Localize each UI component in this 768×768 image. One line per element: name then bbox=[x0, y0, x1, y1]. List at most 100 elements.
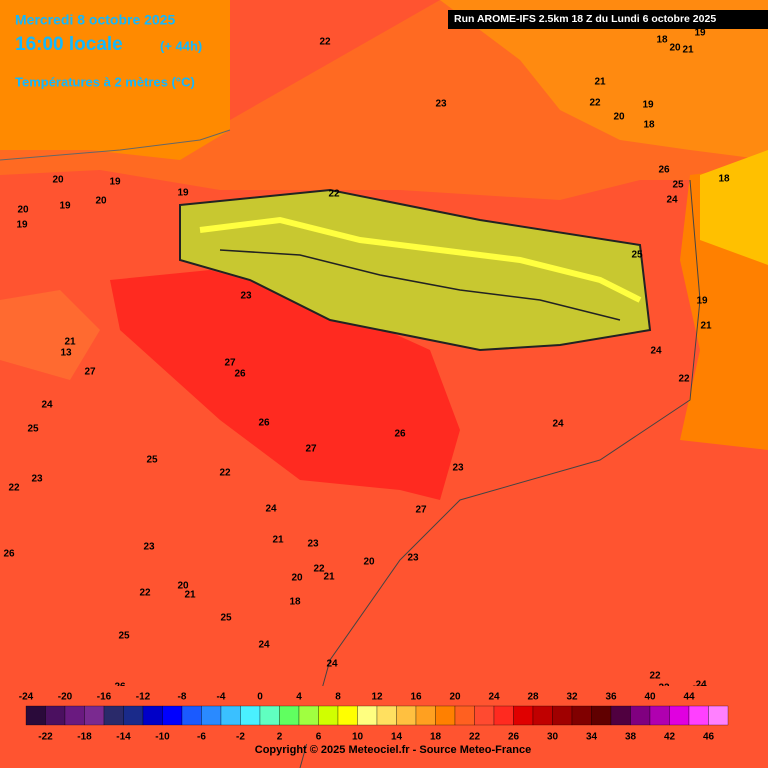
legend-label: -14 bbox=[116, 732, 131, 743]
legend-label: -10 bbox=[155, 732, 170, 743]
legend-label: -8 bbox=[178, 692, 187, 703]
legend-swatch bbox=[649, 705, 670, 726]
contour bbox=[219, 249, 621, 321]
legend-swatch bbox=[688, 705, 709, 726]
legend-label: 8 bbox=[335, 692, 341, 703]
contour-label: 21 bbox=[594, 77, 606, 88]
legend-swatch bbox=[45, 705, 66, 726]
region bbox=[700, 150, 768, 265]
legend-label: 0 bbox=[257, 692, 263, 703]
forecast-lead: (+ 44h) bbox=[160, 38, 202, 53]
legend-label: 6 bbox=[316, 732, 322, 743]
contour-label: 18 bbox=[643, 120, 655, 131]
contour-label: 23 bbox=[435, 99, 447, 110]
contour-label: 19 bbox=[696, 296, 708, 307]
contour-label: 18 bbox=[289, 597, 301, 608]
legend-label: -24 bbox=[19, 692, 34, 703]
legend-label: 20 bbox=[449, 692, 461, 703]
legend-swatch bbox=[571, 705, 592, 726]
contour-label: 23 bbox=[143, 542, 155, 553]
legend-label: 14 bbox=[391, 732, 403, 743]
contour-label: 25 bbox=[220, 613, 232, 624]
contour-label: 22 bbox=[8, 483, 20, 494]
legend-swatch bbox=[591, 705, 612, 726]
legend-swatch bbox=[318, 705, 339, 726]
contour-label: 25 bbox=[27, 424, 39, 435]
contour-label: 26 bbox=[258, 418, 270, 429]
legend-label: 44 bbox=[683, 692, 695, 703]
legend-label: 40 bbox=[644, 692, 656, 703]
legend-label: 24 bbox=[488, 692, 500, 703]
contour-label: 22 bbox=[313, 564, 325, 575]
legend-swatch bbox=[669, 705, 690, 726]
legend-swatch bbox=[279, 705, 300, 726]
legend-swatch bbox=[162, 705, 183, 726]
contour-label: 19 bbox=[177, 188, 189, 199]
contour-label: 24 bbox=[666, 195, 678, 206]
contour-label: 23 bbox=[407, 553, 419, 564]
contour-label: 26 bbox=[234, 369, 246, 380]
mountain-ridge bbox=[199, 216, 642, 303]
contour-label: 24 bbox=[265, 504, 277, 515]
contour-label: 22 bbox=[589, 98, 601, 109]
legend-swatch bbox=[376, 705, 397, 726]
contour-label: 21 bbox=[700, 321, 712, 332]
contour-label: 18 bbox=[718, 174, 730, 185]
contour-label: 20 bbox=[52, 175, 64, 186]
legend-label: 22 bbox=[469, 732, 481, 743]
legend-swatch bbox=[123, 705, 144, 726]
legend-swatch bbox=[513, 705, 534, 726]
contour-label: 20 bbox=[669, 43, 681, 54]
contour-label: 24 bbox=[552, 419, 564, 430]
contour-label: 20 bbox=[613, 112, 625, 123]
contour-label: 22 bbox=[328, 189, 340, 200]
legend-label: -4 bbox=[217, 692, 226, 703]
contour-label: 25 bbox=[672, 180, 684, 191]
legend-swatch bbox=[220, 705, 241, 726]
legend-label: 4 bbox=[296, 692, 302, 703]
coastline bbox=[299, 179, 701, 768]
contour-label: 21 bbox=[682, 45, 694, 56]
legend-swatch bbox=[84, 705, 105, 726]
contour-label: 24 bbox=[258, 640, 270, 651]
legend-label: 34 bbox=[586, 732, 598, 743]
copyright: Copyright © 2025 Meteociel.fr - Source M… bbox=[255, 744, 531, 756]
contour-label: 27 bbox=[415, 505, 427, 516]
legend-swatch bbox=[298, 705, 319, 726]
contour-label: 21 bbox=[184, 590, 196, 601]
contour-label: 20 bbox=[95, 196, 107, 207]
mountains bbox=[179, 188, 652, 352]
region bbox=[440, 0, 768, 160]
contour-label: 23 bbox=[240, 291, 252, 302]
contour-label: 21 bbox=[323, 572, 335, 583]
legend-swatch bbox=[610, 705, 631, 726]
contour-label: 23 bbox=[31, 474, 43, 485]
contour-label: 22 bbox=[139, 588, 151, 599]
legend-swatch bbox=[708, 705, 729, 726]
contour-label: 19 bbox=[16, 220, 28, 231]
contour-label: 24 bbox=[41, 400, 53, 411]
legend-swatch bbox=[25, 705, 46, 726]
contour-label: 26 bbox=[394, 429, 406, 440]
legend-label: 2 bbox=[277, 732, 283, 743]
forecast-date: Mercredi 8 octobre 2025 bbox=[15, 12, 176, 28]
legend-swatch bbox=[493, 705, 514, 726]
legend-swatch bbox=[337, 705, 358, 726]
legend-label: 26 bbox=[508, 732, 520, 743]
contour-label: 24 bbox=[695, 680, 707, 691]
legend-label: -16 bbox=[97, 692, 112, 703]
contour-label: 21 bbox=[64, 337, 76, 348]
legend-swatch bbox=[435, 705, 456, 726]
contour-label: 21 bbox=[272, 535, 284, 546]
contour-label: 22 bbox=[219, 468, 231, 479]
legend-label: -18 bbox=[77, 732, 92, 743]
region bbox=[0, 290, 100, 380]
contour-label: 22 bbox=[678, 374, 690, 385]
contour-label: 13 bbox=[60, 348, 72, 359]
legend-label: 32 bbox=[566, 692, 578, 703]
contour-label: 24 bbox=[326, 659, 338, 670]
contour-label: 19 bbox=[59, 201, 71, 212]
legend-swatch bbox=[396, 705, 417, 726]
